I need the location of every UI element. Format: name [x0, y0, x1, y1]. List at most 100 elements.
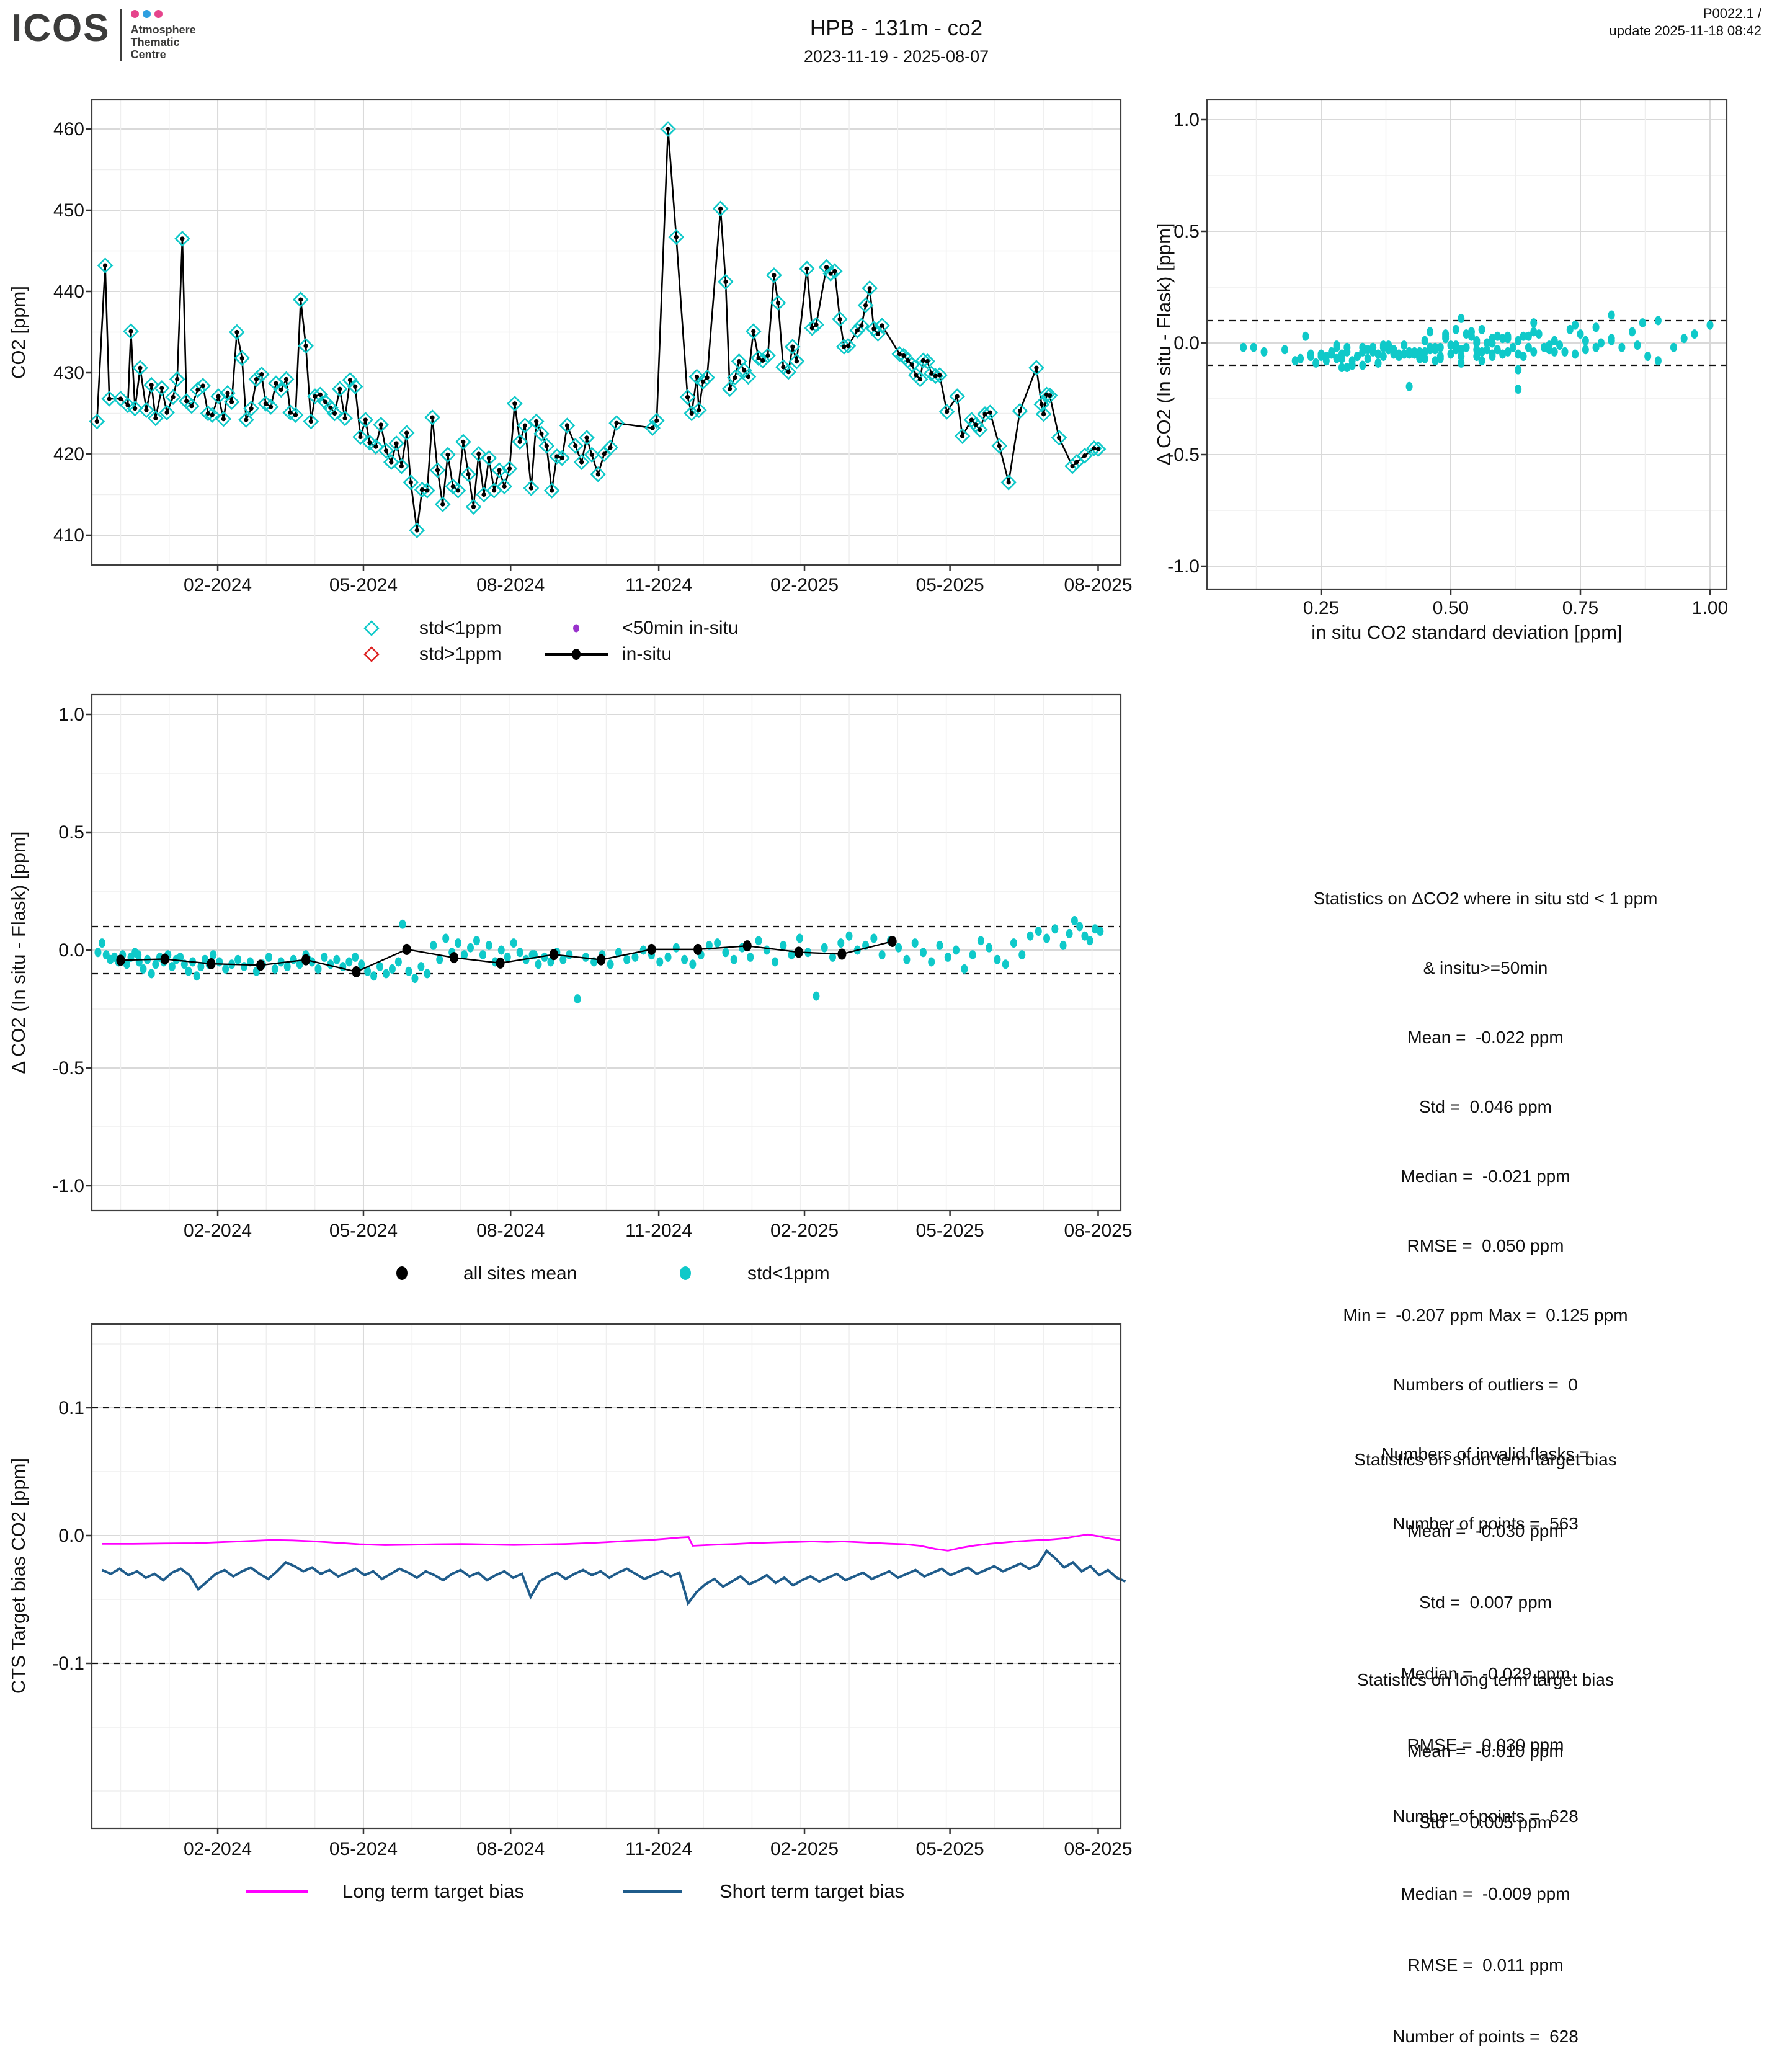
- stats-line: Numbers of invalid flasks =: [1381, 1444, 1590, 1464]
- stats-line: Number of points = 563: [1392, 1514, 1579, 1533]
- svg-text:0.75: 0.75: [1562, 598, 1598, 618]
- update-timestamp: update 2025-11-18 08:42: [1609, 23, 1761, 38]
- legend-label-short-term-bias: Short term target bias: [719, 1880, 905, 1902]
- svg-text:440: 440: [53, 282, 84, 302]
- stats-line: Number of points = 628: [1392, 1807, 1579, 1826]
- flask-bad-diamond-icon: [363, 646, 380, 662]
- long-term-bias-line-icon: [246, 1890, 308, 1893]
- short-insitu-dot-icon: [573, 624, 579, 633]
- svg-text:05-2025: 05-2025: [916, 575, 984, 595]
- svg-text:05-2025: 05-2025: [916, 1221, 984, 1241]
- svg-text:11-2024: 11-2024: [625, 1221, 692, 1241]
- stats-line: Mean = -0.022 ppm: [1407, 1028, 1564, 1047]
- svg-text:0.5: 0.5: [58, 822, 84, 843]
- svg-text:0.1: 0.1: [58, 1398, 84, 1418]
- bias-y-axis-title: CTS Target bias CO2 [ppm]: [7, 1457, 29, 1694]
- svg-text:08-2024: 08-2024: [476, 575, 545, 595]
- delta-std-y-axis-title: Δ CO2 (In situ - Flask) [ppm]: [1153, 223, 1175, 466]
- svg-text:0.5: 0.5: [1174, 221, 1200, 242]
- icos-logo: ICOS Atmosphere Thematic Centre: [11, 6, 196, 61]
- svg-text:08-2024: 08-2024: [476, 1839, 545, 1859]
- svg-text:-0.1: -0.1: [52, 1653, 84, 1674]
- svg-text:05-2024: 05-2024: [329, 1221, 398, 1241]
- svg-text:02-2024: 02-2024: [184, 1221, 252, 1241]
- stats-line: Min = -0.207 ppm Max = 0.125 ppm: [1343, 1305, 1628, 1325]
- logo-divider: [120, 9, 122, 61]
- page-title: HPB - 131m - co2: [809, 16, 983, 40]
- svg-text:11-2024: 11-2024: [625, 575, 692, 595]
- short-term-bias-line-icon: [623, 1890, 682, 1893]
- svg-text:410: 410: [53, 525, 84, 546]
- stats-line: RMSE = 0.050 ppm: [1407, 1236, 1564, 1255]
- svg-text:02-2025: 02-2025: [770, 1221, 839, 1241]
- stats-line: Median = -0.021 ppm: [1401, 1167, 1570, 1186]
- svg-text:11-2024: 11-2024: [625, 1839, 692, 1859]
- long-term-statistics-block: Statistics on long term target bias Mean…: [1178, 1624, 1777, 2072]
- stats-line: Statistics on short term target bias: [1354, 1450, 1617, 1469]
- svg-text:1.0: 1.0: [58, 705, 84, 725]
- svg-text:02-2024: 02-2024: [184, 1839, 252, 1859]
- stats-line: Median = -0.009 ppm: [1401, 1884, 1570, 1903]
- svg-text:08-2025: 08-2025: [1064, 575, 1132, 595]
- short-term-statistics-block: Statistics on short term target bias Mea…: [1178, 1404, 1777, 1852]
- stats-line: Mean = -0.030 ppm: [1407, 1521, 1564, 1541]
- svg-text:1.00: 1.00: [1692, 598, 1728, 618]
- stats-line: RMSE = 0.011 ppm: [1407, 1955, 1564, 1975]
- svg-text:08-2025: 08-2025: [1064, 1839, 1132, 1859]
- svg-text:-1.0: -1.0: [52, 1176, 84, 1196]
- logo-subtitle-line: Thematic: [130, 36, 180, 48]
- svg-text:460: 460: [53, 119, 84, 140]
- svg-text:05-2025: 05-2025: [916, 1839, 984, 1859]
- svg-text:1.0: 1.0: [1174, 110, 1200, 130]
- svg-text:0.0: 0.0: [58, 940, 84, 961]
- svg-text:02-2024: 02-2024: [184, 575, 252, 595]
- legend-label-all-sites-mean: all sites mean: [463, 1263, 577, 1284]
- delta-std-x-axis-title: in situ CO2 standard deviation [ppm]: [1311, 621, 1623, 643]
- legend-label-50min-insitu: <50min in-situ: [622, 618, 739, 638]
- svg-text:05-2024: 05-2024: [329, 1839, 398, 1859]
- svg-text:08-2024: 08-2024: [476, 1221, 545, 1241]
- stats-line: Number of points = 628: [1392, 2027, 1579, 2046]
- svg-text:-1.0: -1.0: [1167, 556, 1200, 577]
- stats-line: Std = 0.005 ppm: [1418, 1813, 1552, 1832]
- charts-canvas: 460 450 440 430 420 410 02-2024 05-2024 08-2024 1…: [52, 99, 1728, 1859]
- legend-label-insitu: in-situ: [622, 644, 672, 664]
- svg-text:430: 430: [53, 363, 84, 383]
- svg-text:0.0: 0.0: [1174, 333, 1200, 353]
- legend-label-std-lt-1ppm-delta: std<1ppm: [747, 1263, 830, 1284]
- report-id: P0022.1 /: [1703, 6, 1761, 21]
- svg-text:02-2025: 02-2025: [770, 1839, 839, 1859]
- svg-text:05-2024: 05-2024: [329, 575, 398, 595]
- logo-subtitle-line: Centre: [130, 48, 166, 61]
- stats-line: & insitu>=50min: [1423, 958, 1548, 977]
- svg-text:-0.5: -0.5: [1167, 445, 1200, 465]
- svg-text:0.0: 0.0: [58, 1526, 84, 1546]
- stats-line: Statistics on long term target bias: [1357, 1670, 1614, 1689]
- stats-line: Statistics on ΔCO2 where in situ std < 1…: [1313, 889, 1658, 908]
- svg-text:-0.5: -0.5: [52, 1058, 84, 1078]
- stats-line: Std = 0.046 ppm: [1418, 1097, 1552, 1116]
- page-subtitle: 2023-11-19 - 2025-08-07: [803, 47, 989, 66]
- svg-text:02-2025: 02-2025: [770, 575, 839, 595]
- stats-line: Mean = -0.010 ppm: [1407, 1741, 1564, 1761]
- stats-line: Numbers of outliers = 0: [1392, 1375, 1579, 1394]
- svg-text:420: 420: [53, 444, 84, 465]
- icos-logo-text: ICOS: [11, 7, 110, 50]
- std-lt-1ppm-dot-icon: [680, 1266, 691, 1280]
- stats-line: Median = -0.029 ppm: [1401, 1664, 1570, 1683]
- legend-label-std-gt-1ppm: std>1ppm: [419, 644, 502, 664]
- stats-line: RMSE = 0.030 ppm: [1407, 1735, 1564, 1754]
- legend-label-long-term-bias: Long term target bias: [342, 1880, 524, 1902]
- delta-time-y-axis-title: Δ CO2 (In situ - Flask) [ppm]: [7, 831, 29, 1074]
- svg-text:450: 450: [53, 200, 84, 221]
- all-sites-mean-dot-icon: [396, 1266, 408, 1280]
- stats-line: Std = 0.007 ppm: [1418, 1593, 1552, 1612]
- svg-text:0.25: 0.25: [1303, 598, 1339, 618]
- insitu-line-icon: [545, 649, 608, 660]
- svg-text:08-2025: 08-2025: [1064, 1221, 1132, 1241]
- report-meta: P0022.1 / update 2025-11-18 08:42: [1451, 5, 1761, 40]
- flask-ok-diamond-icon: [363, 620, 380, 636]
- logo-dots-icon: [130, 10, 196, 21]
- legend-label-std-lt-1ppm: std<1ppm: [419, 618, 502, 638]
- logo-subtitle-line: Atmosphere: [130, 24, 196, 36]
